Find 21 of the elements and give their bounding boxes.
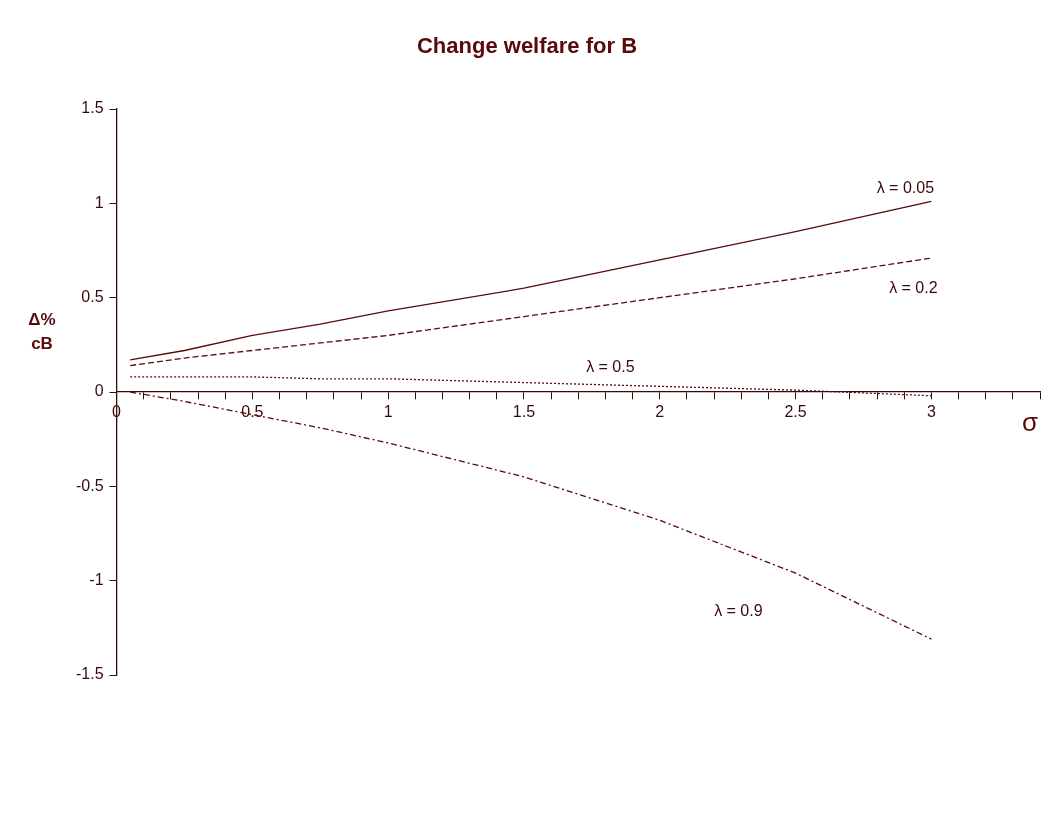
- y-tick-label: -0.5: [75, 476, 104, 494]
- y-tick-label: 0.5: [81, 288, 104, 306]
- y-tick-label: 1: [94, 193, 104, 211]
- series-label: λ = 0.5: [586, 358, 635, 376]
- series-label: λ = 0.2: [889, 279, 938, 297]
- x-tick-label: 1: [383, 403, 393, 421]
- x-tick-label: 2: [655, 403, 665, 421]
- y-tick-label: -1.5: [75, 665, 104, 683]
- text: λ = 0.9: [714, 601, 763, 619]
- x-tick-label: 1.5: [512, 403, 536, 421]
- x-tick-label: 3: [926, 403, 936, 421]
- line-series: [129, 376, 933, 397]
- y-axis-title: Δ% cB: [28, 309, 56, 353]
- x-tick-label: 2.5: [784, 403, 807, 421]
- x-axis-title: σ: [1021, 407, 1039, 438]
- y-tick-label: 1.5: [81, 99, 104, 117]
- x-tick-label: 0.5: [241, 403, 264, 421]
- series-label: λ = 0.05: [876, 178, 935, 196]
- chart-title: Change welfare for B: [416, 33, 638, 59]
- y-tick-label: -1: [89, 571, 104, 589]
- y-tick-label: 0: [94, 382, 104, 400]
